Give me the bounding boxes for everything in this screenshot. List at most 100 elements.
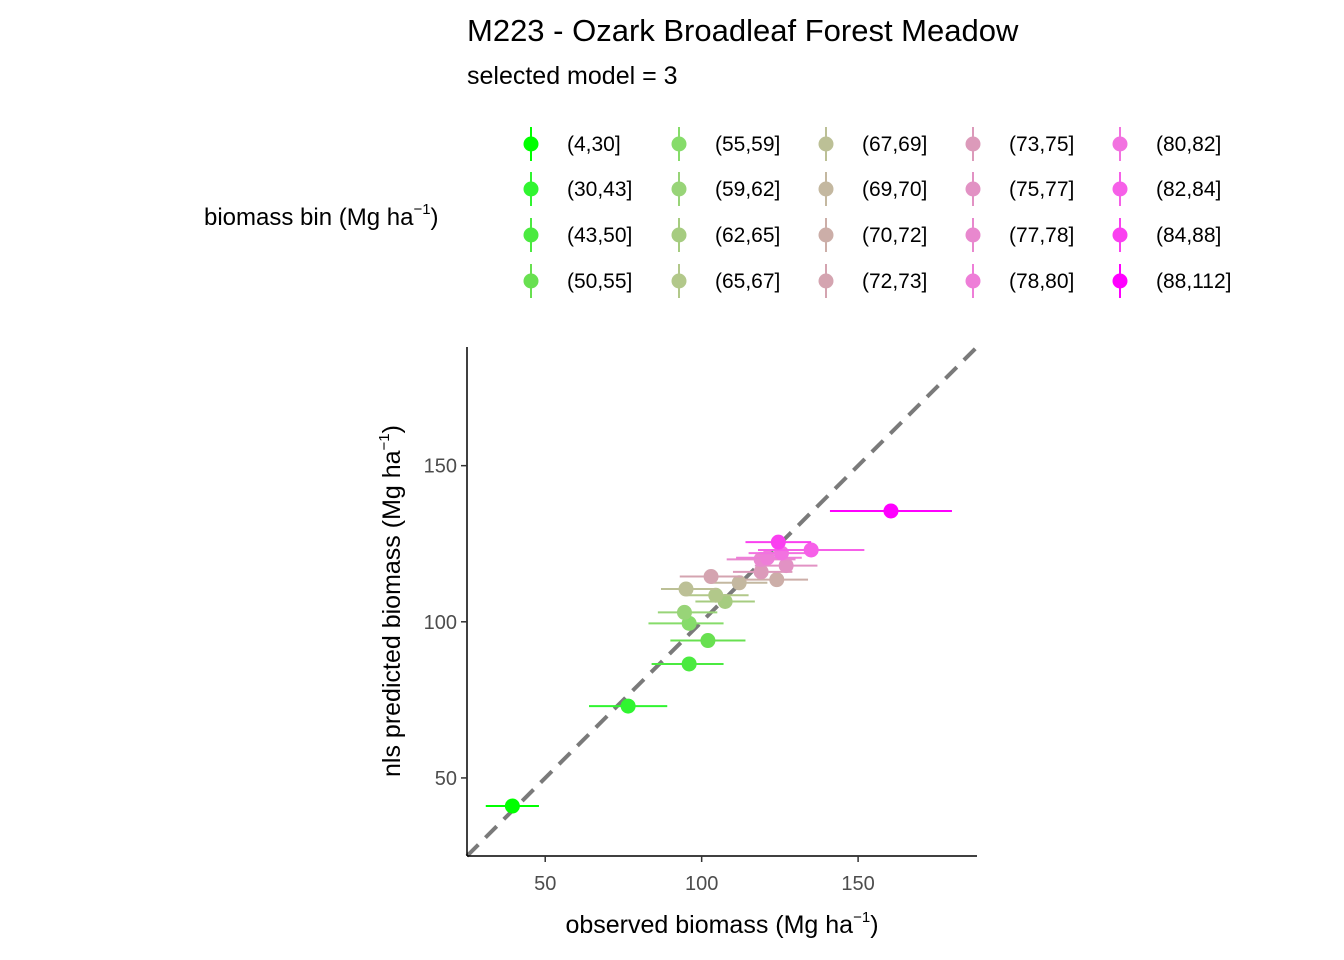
x-tick-label: 50 — [534, 873, 556, 895]
legend-item: (84,88] — [1112, 218, 1221, 252]
legend-item: (30,43] — [523, 172, 632, 206]
y-tick-label: 100 — [424, 612, 457, 634]
x-tick-label: 150 — [841, 873, 874, 895]
legend-label: (4,30] — [567, 133, 621, 156]
plot-panel: 50 100 150 50 100 150 — [424, 345, 979, 895]
legend-label: (62,65] — [715, 224, 780, 247]
data-point-group — [745, 534, 812, 550]
legend-item: (82,84] — [1112, 172, 1221, 206]
legend-label: (82,84] — [1156, 178, 1221, 201]
legend-key-point — [671, 136, 687, 152]
legend-item: (43,50] — [523, 218, 632, 252]
legend-key-point — [1112, 136, 1128, 152]
data-point — [681, 656, 697, 672]
legend-label: (59,62] — [715, 178, 780, 201]
legend-label: (67,69] — [862, 133, 927, 156]
one-to-one-reference-line — [465, 345, 979, 858]
legend-key-point — [818, 227, 834, 243]
x-axis-title: observed biomass (Mg ha−1) — [565, 909, 878, 939]
data-point — [676, 604, 692, 620]
data-points — [485, 503, 952, 814]
data-point — [803, 542, 819, 558]
legend-key-point — [671, 227, 687, 243]
data-point — [678, 581, 694, 597]
data-point-group — [679, 569, 743, 585]
data-point — [703, 569, 719, 585]
y-axis-title: nls predicted biomass (Mg ha−1) — [376, 425, 406, 777]
legend-label: (55,59] — [715, 133, 780, 156]
data-point-group — [757, 542, 865, 558]
legend-item: (65,67] — [671, 264, 780, 298]
legend: (4,30] (30,43] (43,50] (50,55] (55,59] (59,62… — [523, 127, 1232, 298]
legend-label: (72,73] — [862, 270, 927, 293]
legend-item: (59,62] — [671, 172, 780, 206]
legend-label: (75,77] — [1009, 178, 1074, 201]
legend-label: (73,75] — [1009, 133, 1074, 156]
legend-label: (84,88] — [1156, 224, 1221, 247]
data-point-group — [754, 558, 818, 574]
data-point — [620, 698, 636, 714]
data-point-group — [670, 633, 746, 649]
legend-label: (88,112] — [1156, 270, 1232, 293]
legend-key-point — [1112, 273, 1128, 289]
legend-key-point — [523, 136, 539, 152]
legend-key-point — [818, 181, 834, 197]
axis-ticks: 50 100 150 50 100 150 — [424, 456, 875, 895]
legend-item: (50,55] — [523, 264, 632, 298]
data-point — [883, 503, 899, 519]
data-point-group — [651, 656, 724, 672]
legend-key-point — [523, 227, 539, 243]
data-point-group — [589, 698, 668, 714]
data-point — [504, 798, 520, 814]
legend-item: (73,75] — [965, 127, 1074, 161]
legend-label: (30,43] — [567, 178, 632, 201]
legend-key-point — [965, 136, 981, 152]
legend-key-point — [965, 273, 981, 289]
legend-key-point — [523, 181, 539, 197]
legend-key-point — [818, 273, 834, 289]
legend-item: (80,82] — [1112, 127, 1221, 161]
legend-key-point — [523, 273, 539, 289]
legend-label: (65,67] — [715, 270, 780, 293]
data-point-group — [485, 798, 539, 814]
data-point — [753, 564, 769, 580]
legend-label: (77,78] — [1009, 224, 1074, 247]
legend-item: (78,80] — [965, 264, 1074, 298]
legend-label: (80,82] — [1156, 133, 1221, 156]
legend-key-point — [965, 227, 981, 243]
legend-label: (43,50] — [567, 224, 632, 247]
data-point — [778, 558, 794, 574]
y-tick-label: 50 — [435, 768, 457, 790]
legend-item: (72,73] — [818, 264, 927, 298]
data-point — [708, 587, 724, 603]
legend-item: (70,72] — [818, 218, 927, 252]
legend-item: (75,77] — [965, 172, 1074, 206]
legend-item: (88,112] — [1112, 264, 1232, 298]
chart-title: M223 - Ozark Broadleaf Forest Meadow — [467, 13, 1019, 48]
legend-label: (50,55] — [567, 270, 632, 293]
legend-key-point — [671, 181, 687, 197]
data-point-group — [686, 587, 749, 603]
legend-item: (77,78] — [965, 218, 1074, 252]
legend-label: (78,80] — [1009, 270, 1074, 293]
legend-item: (67,69] — [818, 127, 927, 161]
legend-label: (69,70] — [862, 178, 927, 201]
x-tick-label: 100 — [685, 873, 718, 895]
data-point — [770, 534, 786, 550]
legend-title: biomass bin (Mg ha−1) — [204, 201, 439, 231]
data-point-group — [745, 572, 809, 588]
legend-key-point — [1112, 227, 1128, 243]
data-point-group — [711, 575, 768, 591]
data-point-group — [657, 604, 718, 620]
legend-label: (70,72] — [862, 224, 927, 247]
legend-key-point — [671, 273, 687, 289]
legend-item: (69,70] — [818, 172, 927, 206]
legend-item: (55,59] — [671, 127, 780, 161]
legend-item: (62,65] — [671, 218, 780, 252]
legend-item: (4,30] — [523, 127, 621, 161]
y-tick-label: 150 — [424, 456, 457, 478]
data-point — [769, 572, 785, 588]
data-point-group — [660, 581, 718, 597]
legend-key-point — [818, 136, 834, 152]
